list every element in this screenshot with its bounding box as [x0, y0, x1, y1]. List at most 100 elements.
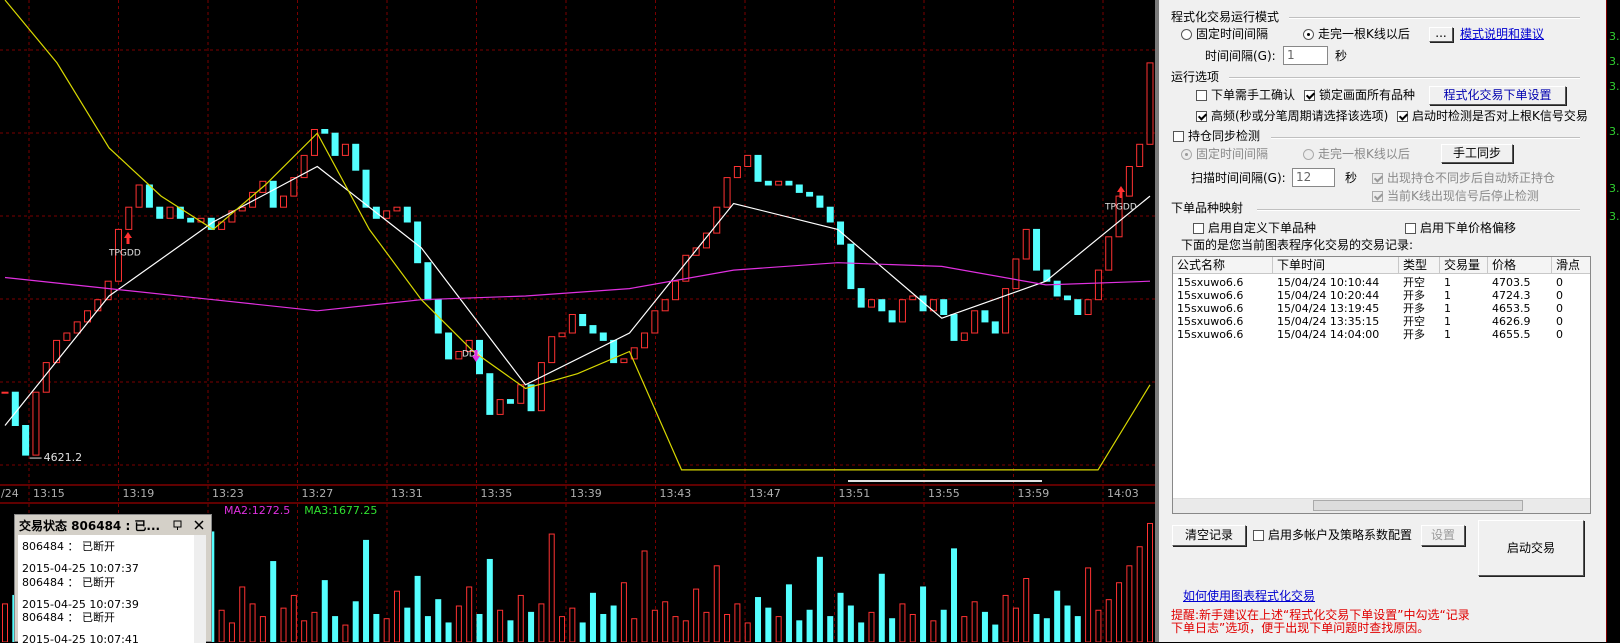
candle-down [1053, 280, 1061, 297]
radio[interactable] [1181, 29, 1192, 40]
scrollbar[interactable] [194, 535, 206, 643]
checkbox-label[interactable]: 启用多帐户及策略系数配置 [1268, 528, 1413, 542]
radio-label[interactable]: 走完一根K线以后 [1318, 27, 1410, 41]
clear-button[interactable]: 清空记录 [1172, 525, 1246, 546]
checkbox[interactable] [1372, 173, 1383, 184]
interval-input[interactable]: 1 [1283, 46, 1328, 65]
volume-bar [249, 603, 256, 642]
group-line [1229, 77, 1580, 79]
x-tick-label: 13:23 [212, 487, 244, 500]
volume-bar [806, 609, 813, 642]
splitter[interactable] [1155, 0, 1159, 642]
volume-bar [1002, 594, 1009, 642]
checkbox-label[interactable]: 启用自定义下单品种 [1208, 221, 1317, 235]
close-icon[interactable] [194, 520, 204, 530]
table-cell: 15sxuwo6.6 [1177, 276, 1244, 289]
start-button[interactable]: 启动交易 [1478, 520, 1584, 576]
checkbox-label[interactable]: 当前K线出现信号后停止检测 [1387, 189, 1539, 203]
signal-arrow [472, 350, 480, 362]
status-title: 交易状态 806484 : 已... [19, 519, 161, 533]
candle-down [589, 325, 597, 334]
x-tick-label: 13:31 [391, 487, 423, 500]
checkbox[interactable] [1253, 530, 1264, 541]
candle-up [671, 280, 679, 301]
radio[interactable] [1303, 149, 1314, 160]
checkbox-label[interactable]: 启用下单价格偏移 [1420, 221, 1517, 235]
sync-button[interactable]: 手工同步 [1441, 144, 1513, 163]
pin-icon[interactable] [173, 520, 182, 528]
checkbox[interactable] [1196, 90, 1207, 101]
radio[interactable] [1181, 149, 1192, 160]
candle-down [321, 129, 329, 134]
radio-label[interactable]: 固定时间间隔 [1196, 27, 1269, 41]
volume-bar [672, 616, 679, 642]
checkbox[interactable] [1173, 131, 1184, 142]
candle-up [32, 391, 40, 456]
group-line [1271, 137, 1580, 139]
status-window[interactable]: 交易状态 806484 : 已... 806484 ： 已断开 2015-04-2… [14, 514, 212, 643]
volume-bar [548, 533, 555, 642]
scroll-thumb[interactable] [1313, 500, 1523, 511]
scrollbar[interactable] [1173, 498, 1590, 513]
table-cell: 4724.3 [1492, 289, 1531, 302]
order-settings-button[interactable]: 程式化交易下单设置 [1429, 86, 1566, 105]
column-header: 公式名称 [1173, 257, 1273, 274]
checkbox[interactable] [1372, 191, 1383, 202]
candle-up [393, 206, 401, 212]
x-tick-label: 13:39 [570, 487, 602, 500]
candle-up [238, 206, 246, 212]
volume-bar [342, 624, 349, 642]
checkbox[interactable] [1196, 111, 1207, 122]
x-tick-label: 13:55 [928, 487, 960, 500]
table-cell: 15sxuwo6.6 [1177, 328, 1244, 341]
candle-down [414, 221, 422, 264]
x-tick-label: 13:47 [749, 487, 781, 500]
checkbox-label[interactable]: 锁定画面所有品种 [1319, 88, 1416, 102]
more-button[interactable]: ... [1429, 27, 1453, 42]
scan-input[interactable]: 12 [1292, 168, 1335, 187]
signal-label: TPGDD [108, 249, 141, 259]
column-header: 下单时间 [1273, 257, 1399, 274]
checkbox-label[interactable]: 下单需手工确认 [1211, 88, 1296, 102]
volume-bar [1033, 613, 1040, 642]
group-line [1257, 209, 1580, 211]
records-table[interactable]: 公式名称 下单时间 类型 交易量 价格 滑点 15sxuwo6.6 15/04/24 10:1… [1172, 256, 1591, 514]
checkbox-label[interactable]: 出现持仓不同步后自动矫正持仓 [1387, 171, 1556, 185]
volume-bar [909, 613, 916, 642]
volume-bar [940, 609, 947, 642]
candle-down [527, 384, 535, 412]
volume-bar [301, 620, 308, 642]
volume-bar [363, 539, 370, 642]
field-label: 扫描时间间隔(G): [1191, 171, 1286, 185]
group-title[interactable]: 持仓同步检测 [1188, 129, 1261, 143]
volume-bar [920, 586, 927, 642]
radio-label[interactable]: 固定时间间隔 [1196, 147, 1269, 161]
candle-down [11, 391, 19, 427]
volume-bar [476, 613, 483, 642]
help-link[interactable]: 模式说明和建议 [1460, 27, 1545, 41]
checkbox[interactable] [1405, 223, 1416, 234]
candle-up [218, 221, 226, 230]
volume-bar [816, 556, 823, 642]
settings-button[interactable]: 设置 [1421, 525, 1465, 546]
x-tick-label: 13:35 [481, 487, 513, 500]
volume-bar [569, 607, 576, 642]
checkbox[interactable] [1304, 90, 1315, 101]
candle-down [878, 299, 886, 312]
checkbox-label[interactable]: 高频(秒或分笔周期请选择该选项) [1211, 109, 1389, 123]
table-cell: 15sxuwo6.6 [1177, 289, 1244, 302]
volume-bar [724, 613, 731, 642]
candle-down [785, 180, 793, 186]
candle-down [950, 314, 958, 341]
status-list: 806484 ： 已断开 2015-04-25 10:07:37 806484 ： … [18, 535, 206, 643]
checkbox-label[interactable]: 启动时检测是否对上根K信号交易 [1412, 109, 1588, 123]
help-link[interactable]: 如何使用图表程式化交易 [1183, 589, 1316, 603]
checkbox[interactable] [1397, 111, 1408, 122]
table-cell: 15sxuwo6.6 [1177, 315, 1244, 328]
window-buttons[interactable] [173, 519, 207, 531]
radio-label[interactable]: 走完一根K线以后 [1318, 147, 1410, 161]
checkbox[interactable] [1193, 223, 1204, 234]
volume-bar [270, 561, 277, 642]
radio[interactable] [1303, 29, 1314, 40]
x-tick-label: 13:51 [839, 487, 871, 500]
